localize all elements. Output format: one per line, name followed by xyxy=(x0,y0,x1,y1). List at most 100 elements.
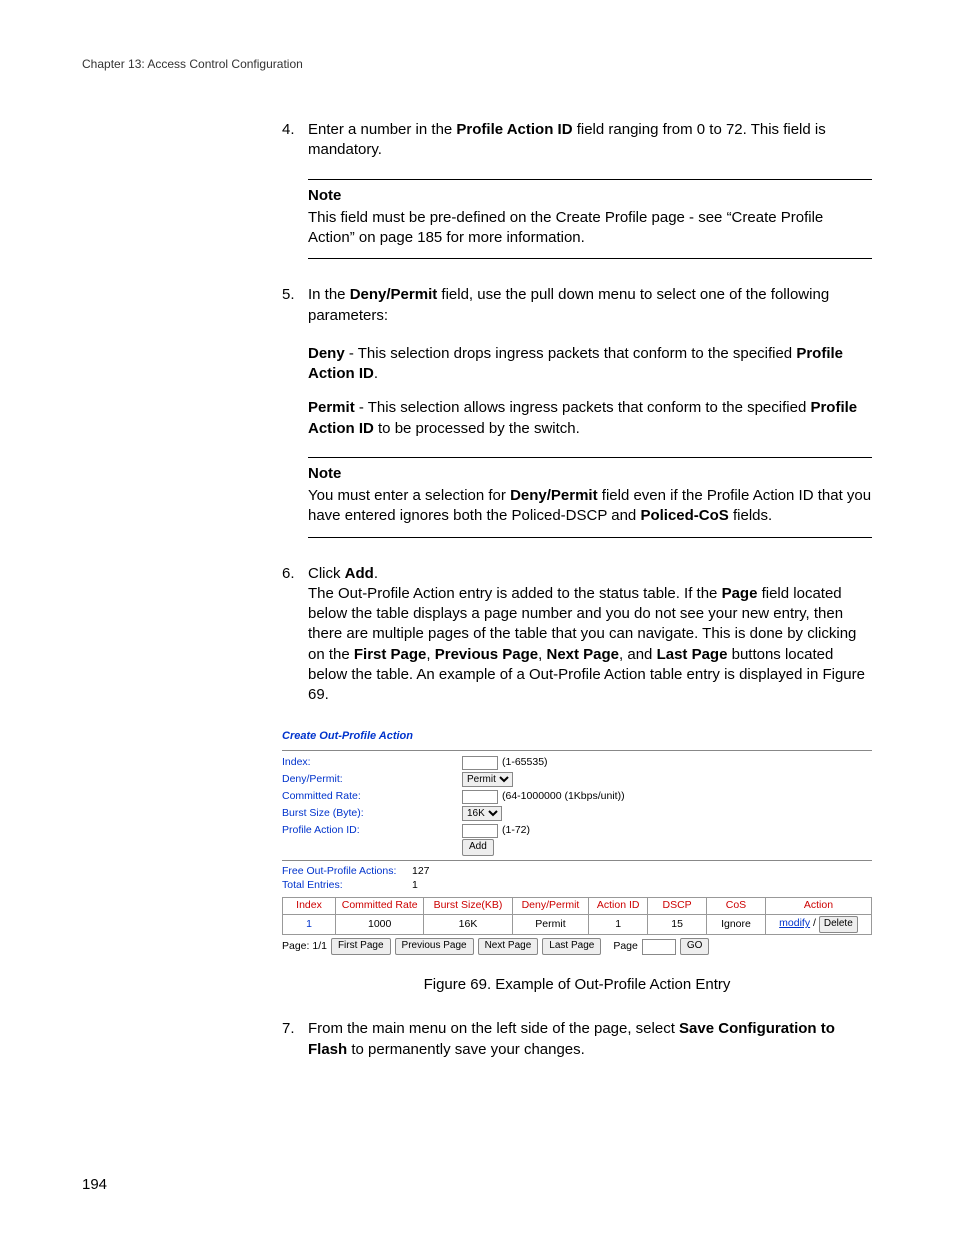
text: From the main menu on the left side of t… xyxy=(308,1020,679,1037)
committed-input[interactable] xyxy=(462,790,498,804)
text: . xyxy=(374,365,378,382)
note-box-1: Note This field must be pre-defined on t… xyxy=(308,179,872,260)
profile-input[interactable] xyxy=(462,824,498,838)
bold: Last Page xyxy=(657,646,728,663)
go-button[interactable]: GO xyxy=(680,938,710,955)
stats-total: Total Entries: 1 xyxy=(282,879,872,893)
next-page-button[interactable]: Next Page xyxy=(478,938,539,955)
step-body: Click Add. The Out-Profile Action entry … xyxy=(308,564,872,706)
add-button[interactable]: Add xyxy=(462,839,494,856)
note-box-2: Note You must enter a selection for Deny… xyxy=(308,457,872,538)
delete-button[interactable]: Delete xyxy=(819,916,858,933)
label-index: Index: xyxy=(282,756,462,770)
bold: Deny/Permit xyxy=(510,487,598,504)
text: , xyxy=(426,646,434,663)
index-range: (1-65535) xyxy=(502,756,548,770)
free-value: 127 xyxy=(412,865,430,879)
screenshot-panel: Create Out-Profile Action Index: (1-6553… xyxy=(282,729,872,955)
stats-free: Free Out-Profile Actions: 127 xyxy=(282,865,872,879)
cell-action: modify / Delete xyxy=(765,915,871,935)
first-page-button[interactable]: First Page xyxy=(331,938,391,955)
total-label: Total Entries: xyxy=(282,879,412,893)
chapter-header: Chapter 13: Access Control Configuration xyxy=(82,56,872,72)
note-title: Note xyxy=(308,186,872,206)
bold: Deny/Permit xyxy=(350,286,438,303)
th-dscp: DSCP xyxy=(648,898,707,915)
cell-committed: 1000 xyxy=(336,915,424,935)
page-label: Page xyxy=(613,940,638,954)
label-burst: Burst Size (Byte): xyxy=(282,807,462,821)
permit-para: Permit - This selection allows ingress p… xyxy=(308,398,872,439)
text: Enter a number in the xyxy=(308,121,456,138)
page: Chapter 13: Access Control Configuration… xyxy=(0,0,954,1235)
bold: Deny xyxy=(308,345,345,362)
modify-link[interactable]: modify xyxy=(779,917,810,929)
label-committed: Committed Rate: xyxy=(282,790,462,804)
text: Click xyxy=(308,565,345,582)
bold: Next Page xyxy=(546,646,619,663)
th-burst: Burst Size(KB) xyxy=(424,898,512,915)
text: - This selection allows ingress packets … xyxy=(355,399,811,416)
step-number: 5. xyxy=(282,285,308,326)
burst-select[interactable]: 16K xyxy=(462,806,502,821)
th-denypermit: Deny/Permit xyxy=(512,898,589,915)
step-body: Enter a number in the Profile Action ID … xyxy=(308,120,872,161)
note-title: Note xyxy=(308,464,872,484)
note-body: This field must be pre-defined on the Cr… xyxy=(308,208,872,249)
bold: Previous Page xyxy=(435,646,538,663)
step-7: 7. From the main menu on the left side o… xyxy=(282,1019,872,1060)
th-action: Action xyxy=(765,898,871,915)
step-4: 4. Enter a number in the Profile Action … xyxy=(282,120,872,161)
table-header-row: Index Committed Rate Burst Size(KB) Deny… xyxy=(283,898,872,915)
page-input[interactable] xyxy=(642,939,676,955)
committed-range: (64-1000000 (1Kbps/unit)) xyxy=(502,790,625,804)
text: In the xyxy=(308,286,350,303)
text: - This selection drops ingress packets t… xyxy=(345,345,797,362)
bold: First Page xyxy=(354,646,427,663)
step-number: 4. xyxy=(282,120,308,161)
total-value: 1 xyxy=(412,879,418,893)
step-5: 5. In the Deny/Permit field, use the pul… xyxy=(282,285,872,326)
form-row-committed: Committed Rate: (64-1000000 (1Kbps/unit)… xyxy=(282,789,872,805)
form-row-burst: Burst Size (Byte): 16K xyxy=(282,806,872,822)
bold: Profile Action ID xyxy=(456,121,572,138)
th-committed: Committed Rate xyxy=(336,898,424,915)
label-profile: Profile Action ID: xyxy=(282,824,462,838)
separator xyxy=(282,750,872,751)
previous-page-button[interactable]: Previous Page xyxy=(395,938,474,955)
th-index: Index xyxy=(283,898,336,915)
label-denypermit: Deny/Permit: xyxy=(282,773,462,787)
panel-title: Create Out-Profile Action xyxy=(282,729,872,743)
cell-burst: 16K xyxy=(424,915,512,935)
page-number: 194 xyxy=(82,1175,107,1195)
cell-dscp: 15 xyxy=(648,915,707,935)
text: , and xyxy=(619,646,657,663)
cell-actionid: 1 xyxy=(589,915,648,935)
bold: Permit xyxy=(308,399,355,416)
text: to permanently save your changes. xyxy=(347,1041,585,1058)
step-number: 7. xyxy=(282,1019,308,1060)
th-actionid: Action ID xyxy=(589,898,648,915)
text: . xyxy=(374,565,378,582)
text: You must enter a selection for xyxy=(308,487,510,504)
form-row-index: Index: (1-65535) xyxy=(282,755,872,771)
free-label: Free Out-Profile Actions: xyxy=(282,865,412,879)
table-row: 1 1000 16K Permit 1 15 Ignore modify / D… xyxy=(283,915,872,935)
page-indicator: Page: 1/1 xyxy=(282,940,327,954)
cell-denypermit: Permit xyxy=(512,915,589,935)
form-row-denypermit: Deny/Permit: Permit xyxy=(282,772,872,788)
bold: Policed-CoS xyxy=(640,507,728,524)
figure-caption: Figure 69. Example of Out-Profile Action… xyxy=(282,975,872,995)
step-body: From the main menu on the left side of t… xyxy=(308,1019,872,1060)
deny-para: Deny - This selection drops ingress pack… xyxy=(308,344,872,385)
denypermit-select[interactable]: Permit xyxy=(462,772,513,787)
cell-cos: Ignore xyxy=(707,915,766,935)
step6-para: The Out-Profile Action entry is added to… xyxy=(308,584,872,706)
bold: Page xyxy=(722,585,758,602)
last-page-button[interactable]: Last Page xyxy=(542,938,601,955)
note-body: You must enter a selection for Deny/Perm… xyxy=(308,486,872,527)
separator xyxy=(282,860,872,861)
th-cos: CoS xyxy=(707,898,766,915)
index-input[interactable] xyxy=(462,756,498,770)
cell-index: 1 xyxy=(283,915,336,935)
